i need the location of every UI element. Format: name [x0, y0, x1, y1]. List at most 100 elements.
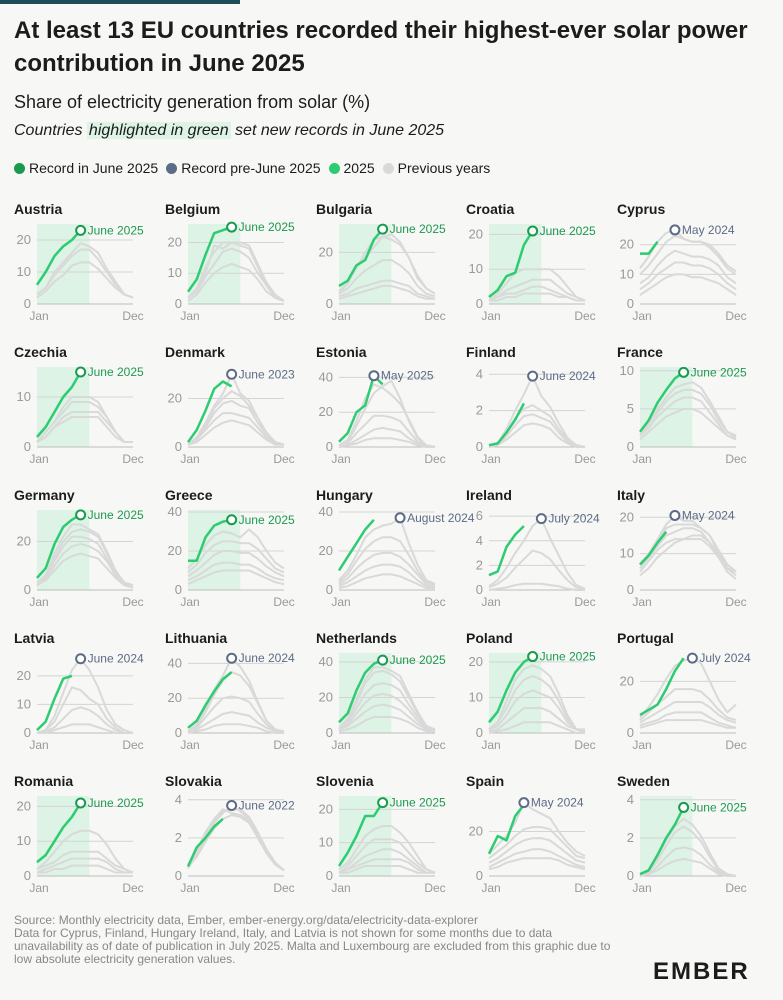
previous-year-line — [187, 695, 285, 734]
panel-title: Greece — [165, 487, 213, 503]
y-tick-label: 10 — [17, 264, 31, 279]
panel-title: Belgium — [165, 201, 220, 217]
previous-year-line — [488, 278, 586, 302]
panel-title: Slovakia — [165, 773, 222, 789]
x-tick-label: Jan — [29, 309, 48, 323]
previous-year-line — [338, 414, 436, 448]
y-tick-label: 0 — [627, 296, 634, 311]
record-label: July 2024 — [699, 651, 751, 665]
y-tick-label: 0 — [476, 439, 483, 454]
record-label: May 2024 — [682, 508, 735, 522]
y-tick-label: 0 — [326, 868, 333, 883]
previous-year-line — [187, 723, 284, 734]
previous-year-line — [36, 686, 133, 734]
previous-year-line — [187, 711, 285, 734]
y-tick-label: 20 — [620, 673, 634, 688]
record-label: May 2024 — [531, 796, 584, 810]
y-tick-label: 20 — [168, 391, 182, 406]
x-tick-label: Dec — [273, 881, 294, 895]
previous-year-line — [639, 719, 736, 729]
panel-title: Estonia — [316, 344, 367, 360]
panel-title: Slovenia — [316, 773, 374, 789]
x-tick-label: Dec — [273, 309, 294, 323]
x-tick-label: Dec — [574, 309, 595, 323]
previous-year-line — [639, 381, 737, 437]
previous-year-line — [338, 536, 436, 586]
record-label: June 2025 — [540, 650, 596, 664]
y-tick-label: 0 — [175, 725, 182, 740]
previous-year-line — [37, 864, 133, 874]
previous-year-line — [488, 707, 586, 734]
y-tick-label: 0 — [326, 439, 333, 454]
record-label: June 2024 — [540, 369, 596, 383]
y-tick-label: 40 — [168, 655, 182, 670]
previous-year-line — [338, 703, 436, 733]
y-tick-label: 20 — [168, 690, 182, 705]
previous-year-line — [187, 263, 285, 302]
record-marker — [226, 800, 238, 812]
legend-label-record-2025: Record in June 2025 — [29, 160, 159, 176]
chart-subtitle: Share of electricity generation from sol… — [14, 92, 371, 112]
series-2025-line — [36, 371, 82, 438]
panel-title: Hungary — [316, 487, 373, 503]
y-tick-label: 0 — [476, 725, 483, 740]
previous-year-line — [488, 549, 586, 591]
record-label: May 2025 — [381, 369, 434, 383]
panel-lithuania: Lithuania 0 20 40 Jan Dec June 2024 — [165, 630, 295, 752]
previous-year-line — [36, 829, 134, 874]
previous-year-line — [187, 241, 285, 302]
previous-year-line — [488, 413, 586, 448]
panel-title: Denmark — [165, 344, 225, 360]
y-tick-label: 0 — [175, 296, 182, 311]
panel-hungary: Hungary 0 20 40 Jan Dec August 2024 — [316, 487, 475, 609]
record-marker — [377, 223, 389, 235]
y-tick-label: 20 — [469, 226, 483, 241]
legend-swatch-record-2025 — [14, 162, 25, 174]
previous-year-line — [338, 848, 435, 874]
panel-croatia: Croatia 0 10 20 Jan Dec June 2025 — [466, 201, 596, 323]
x-tick-label: Jan — [331, 309, 350, 323]
y-tick-label: 20 — [319, 543, 333, 558]
previous-year-line — [36, 523, 134, 587]
previous-year-line — [639, 701, 737, 724]
previous-year-line — [338, 563, 436, 589]
y-tick-label: 20 — [168, 543, 182, 558]
y-tick-label: 0 — [627, 725, 634, 740]
note-suffix: set new records in June 2025 — [230, 122, 445, 139]
panel-title: Finland — [466, 344, 516, 360]
y-tick-label: 20 — [168, 234, 182, 249]
panel-poland: Poland 0 10 20 Jan Dec June 2025 — [466, 630, 596, 752]
record-marker — [75, 653, 87, 665]
previous-year-line — [639, 846, 736, 877]
x-tick-label: Jan — [180, 738, 199, 752]
previous-year-line — [488, 801, 586, 857]
record-label: June 2023 — [239, 367, 295, 381]
previous-year-line — [338, 666, 436, 731]
previous-year-line — [338, 426, 435, 448]
previous-year-line — [187, 808, 285, 872]
previous-year-line — [187, 528, 285, 570]
panel-title: Romania — [14, 773, 73, 789]
y-tick-label: 2 — [476, 403, 483, 418]
y-tick-label: 0 — [175, 439, 182, 454]
previous-year-line — [187, 550, 285, 578]
y-tick-label: 20 — [469, 654, 483, 669]
footer: Source: Monthly electricity data, Ember,… — [14, 914, 614, 966]
record-label: June 2025 — [88, 223, 144, 237]
previous-year-line — [639, 261, 737, 291]
previous-year-line — [36, 396, 133, 443]
record-marker — [669, 509, 681, 521]
y-tick-label: 40 — [319, 369, 333, 384]
legend: Record in June 2025 Record pre-June 2025… — [14, 160, 490, 176]
series-2025-line — [36, 674, 73, 731]
previous-year-line — [488, 517, 586, 590]
x-tick-label: Dec — [725, 309, 746, 323]
source-note: Source: Monthly electricity data, Ember,… — [14, 913, 478, 927]
x-tick-label: Dec — [424, 309, 445, 323]
record-label: June 2025 — [88, 508, 144, 522]
x-tick-label: Dec — [424, 881, 445, 895]
previous-year-line — [639, 396, 737, 441]
x-tick-label: Jan — [632, 595, 651, 609]
y-tick-label: 10 — [469, 261, 483, 276]
